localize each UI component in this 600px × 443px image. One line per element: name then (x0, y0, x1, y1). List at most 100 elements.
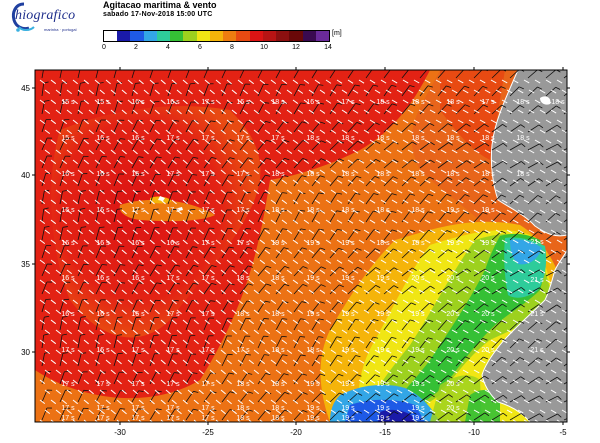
swell-arrow (77, 329, 83, 335)
swell-arrow (380, 119, 387, 124)
swell-arrow (418, 249, 425, 254)
swell-arrow (446, 219, 453, 224)
wind-barb (545, 86, 561, 97)
swell-arrow (94, 299, 100, 305)
wind-barb (527, 105, 543, 115)
swell-arrow (468, 179, 475, 184)
swell-period-label: 18 s (306, 135, 320, 142)
wind-barb (275, 192, 288, 205)
swell-arrow (468, 219, 475, 224)
swell-arrow (281, 339, 288, 345)
wind-barb (257, 157, 272, 169)
wind-barb (455, 104, 470, 115)
swell-arrow (198, 329, 204, 335)
wind-barb (203, 335, 214, 349)
swell-period-label: 18 s (551, 99, 565, 106)
swell-arrow (352, 169, 359, 174)
swell-arrow (226, 219, 232, 225)
wind-barb (401, 229, 416, 241)
swell-arrow (363, 189, 370, 194)
swell-arrow (303, 399, 310, 404)
swell-arrow (286, 169, 293, 174)
swell-arrow (435, 299, 442, 304)
swell-arrow (402, 99, 409, 104)
swell-arrow (220, 269, 226, 275)
wind-barb (185, 353, 197, 367)
swell-period-label: 18 s (376, 207, 390, 214)
swell-arrow (550, 89, 557, 94)
swell-arrow (121, 209, 127, 215)
lat-tick-label: 40 (21, 171, 30, 180)
swell-arrow (83, 119, 89, 125)
swell-arrow (286, 389, 293, 394)
swell-arrow (451, 149, 458, 154)
swell-arrow (94, 139, 100, 145)
swell-arrow (198, 209, 204, 215)
swell-arrow (523, 99, 530, 104)
swell-period-label: 16 s (96, 171, 110, 178)
swell-period-labels: 15 s 15 s 16 s 16 s 17 s 16 s 18 s 16 s 17 s 18 s… (61, 99, 565, 422)
wind-barb (455, 211, 470, 223)
wind-barb (77, 81, 86, 97)
swell-arrow (435, 99, 442, 104)
swell-arrow (286, 309, 293, 314)
wind-barb (275, 373, 289, 385)
swell-arrow (264, 409, 271, 415)
swell-arrow (193, 79, 199, 85)
swell-arrow (391, 119, 398, 124)
wind-barb (563, 183, 567, 187)
swell-period-label: 19 s (376, 275, 390, 282)
swell-arrow (352, 209, 359, 214)
wind-barb (59, 137, 71, 151)
swell-arrow (61, 319, 68, 325)
swell-period-label: 19 s (271, 240, 285, 247)
swell-arrow (204, 179, 210, 185)
swell-arrow (193, 139, 199, 145)
swell-arrow (116, 279, 122, 285)
swell-arrow (209, 249, 215, 255)
swell-arrow (440, 389, 447, 394)
swell-arrow (275, 189, 282, 195)
wind-barb (545, 178, 562, 187)
wind-barb (95, 316, 105, 331)
swell-arrow (440, 309, 447, 314)
wind-barb (167, 334, 177, 349)
swell-arrow (347, 199, 354, 204)
swell-arrow (83, 179, 89, 185)
swell-arrow (528, 349, 535, 354)
swell-arrow (127, 359, 133, 365)
swell-arrow (435, 119, 442, 124)
swell-arrow (77, 229, 83, 235)
wind-barb (527, 212, 543, 223)
swell-arrow (50, 319, 57, 325)
swell-arrow (182, 199, 188, 205)
swell-arrow (495, 149, 502, 154)
swell-arrow (165, 389, 171, 395)
swell-arrow (468, 419, 474, 422)
swell-arrow (495, 189, 502, 194)
wind-barb (311, 392, 326, 403)
swell-arrow (314, 359, 321, 364)
swell-arrow (138, 359, 144, 365)
lon-tick-label: -5 (559, 428, 567, 437)
swell-arrow (556, 199, 563, 204)
wind-barb (545, 195, 561, 205)
swell-arrow (330, 129, 337, 134)
swell-arrow (528, 169, 535, 174)
wind-barb (365, 267, 381, 277)
swell-arrow (127, 159, 133, 165)
swell-period-label: 18 s (376, 99, 390, 106)
wind-barb (563, 201, 567, 205)
swell-arrow (182, 399, 188, 405)
swell-arrow (479, 339, 486, 344)
swell-period-label: 17 s (166, 381, 180, 388)
swell-arrow (418, 389, 425, 394)
wind-barb (455, 268, 472, 277)
wind-barb (563, 148, 567, 151)
swell-arrow (44, 249, 51, 255)
wind-barb (383, 176, 398, 187)
swell-arrow (556, 359, 563, 364)
swell-arrow (517, 289, 524, 294)
swell-arrow (484, 389, 491, 394)
swell-arrow (116, 399, 122, 405)
